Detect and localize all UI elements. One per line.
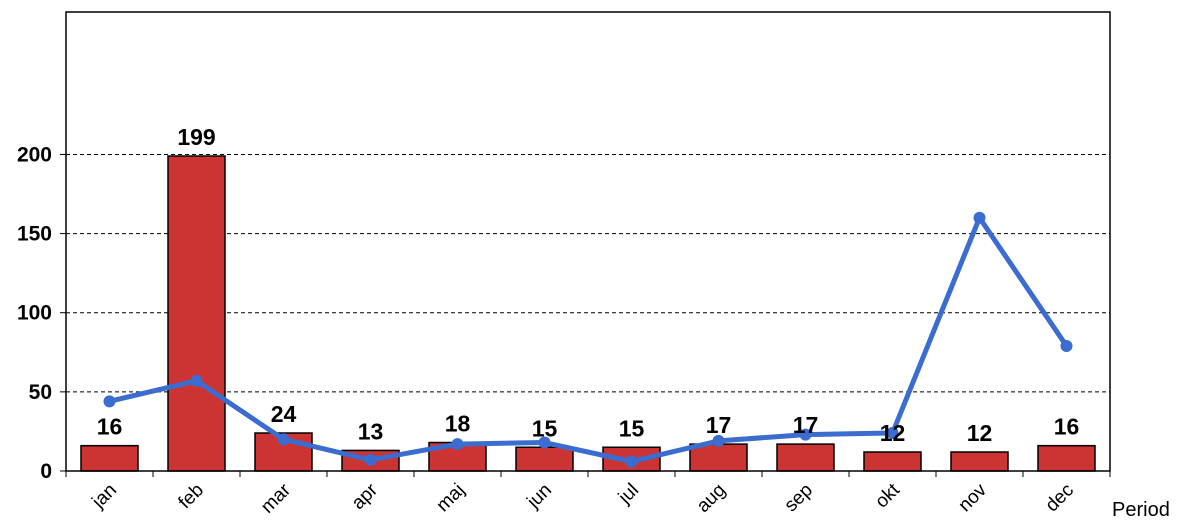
line-point: [190, 374, 203, 387]
data-label: 18: [445, 411, 471, 437]
bar: [1037, 444, 1096, 472]
bar: [689, 443, 748, 472]
data-label: 17: [793, 412, 819, 438]
data-label: 12: [967, 420, 993, 446]
x-tick-label: mar: [257, 479, 295, 517]
x-axis-title: Period: [1112, 499, 1170, 521]
bar: [515, 446, 574, 472]
bar: [776, 443, 835, 472]
line-point: [364, 453, 377, 466]
y-tick-label: 150: [17, 223, 52, 246]
data-label: 199: [177, 124, 215, 150]
line-point: [712, 434, 725, 447]
bar: [80, 444, 139, 472]
x-tick-label: sep: [781, 480, 818, 517]
line-point: [799, 428, 812, 441]
y-tick-label: 100: [17, 302, 52, 325]
line-point: [277, 433, 290, 446]
bar: [950, 451, 1009, 472]
x-tick-label: jun: [523, 480, 556, 513]
line-point: [625, 455, 638, 468]
line-series: [103, 211, 1073, 468]
line-point: [103, 395, 116, 408]
line-point: [538, 436, 551, 449]
x-tick-label: jan: [88, 480, 121, 513]
x-tick-label: maj: [433, 480, 470, 517]
x-tick-label: dec: [1042, 480, 1079, 517]
y-tick-label: 200: [17, 143, 52, 166]
data-label: 17: [706, 412, 732, 438]
series-line: [108, 215, 1069, 465]
line-point: [886, 427, 899, 440]
data-label: 16: [97, 414, 123, 440]
x-tick-label: feb: [175, 480, 209, 514]
data-label: 15: [619, 415, 645, 441]
x-tick-label: jul: [614, 480, 643, 509]
data-label: 15: [532, 415, 558, 441]
y-tick-label: 50: [29, 381, 52, 404]
line-point: [1060, 339, 1073, 352]
line-point: [451, 438, 464, 451]
x-tick-label: apr: [348, 479, 383, 514]
bar: [167, 155, 226, 472]
data-label: 24: [271, 401, 297, 427]
gridlines: [66, 153, 1110, 393]
x-tick-label: okt: [871, 479, 904, 512]
x-tick-label: nov: [955, 479, 992, 516]
data-label: 13: [358, 418, 384, 444]
line-point: [973, 211, 986, 224]
x-tick-label: aug: [693, 480, 730, 517]
bar: [863, 451, 922, 472]
data-label: 16: [1054, 414, 1080, 440]
data-label: 12: [880, 420, 906, 446]
data-labels: 16 199 24 13 18 15 15 17 17 12 12 16: [97, 124, 1080, 446]
y-tick-label: 0: [40, 460, 52, 483]
